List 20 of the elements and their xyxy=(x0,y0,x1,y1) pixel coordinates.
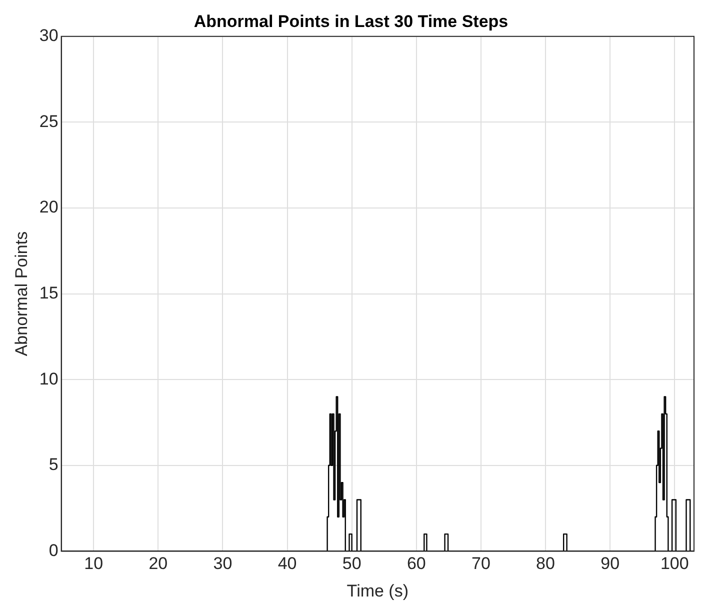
y-tick-label: 25 xyxy=(39,112,58,131)
y-tick-label: 10 xyxy=(39,369,58,388)
x-tick-label: 30 xyxy=(213,554,232,574)
x-tick-label: 100 xyxy=(660,554,689,574)
x-tick-label: 50 xyxy=(342,554,362,574)
x-tick-label: 70 xyxy=(471,554,490,574)
y-tick-label: 15 xyxy=(39,283,58,302)
y-tick-label: 20 xyxy=(39,198,58,217)
x-tick-label: 80 xyxy=(536,554,555,574)
y-axis-title: Abnormal Points xyxy=(12,231,31,356)
x-tick-label: 90 xyxy=(600,554,620,574)
y-tick-label: 5 xyxy=(48,455,58,474)
y-tick-label: 0 xyxy=(48,540,58,560)
x-tick-label: 60 xyxy=(406,554,426,574)
x-tick-label: 40 xyxy=(278,554,297,574)
chart-title: Abnormal Points in Last 30 Time Steps xyxy=(194,12,508,31)
x-tick-label: 20 xyxy=(148,554,168,574)
x-tick-label: 10 xyxy=(84,554,104,574)
x-axis-title: Time (s) xyxy=(346,581,409,600)
y-tick-label: 30 xyxy=(39,26,58,46)
